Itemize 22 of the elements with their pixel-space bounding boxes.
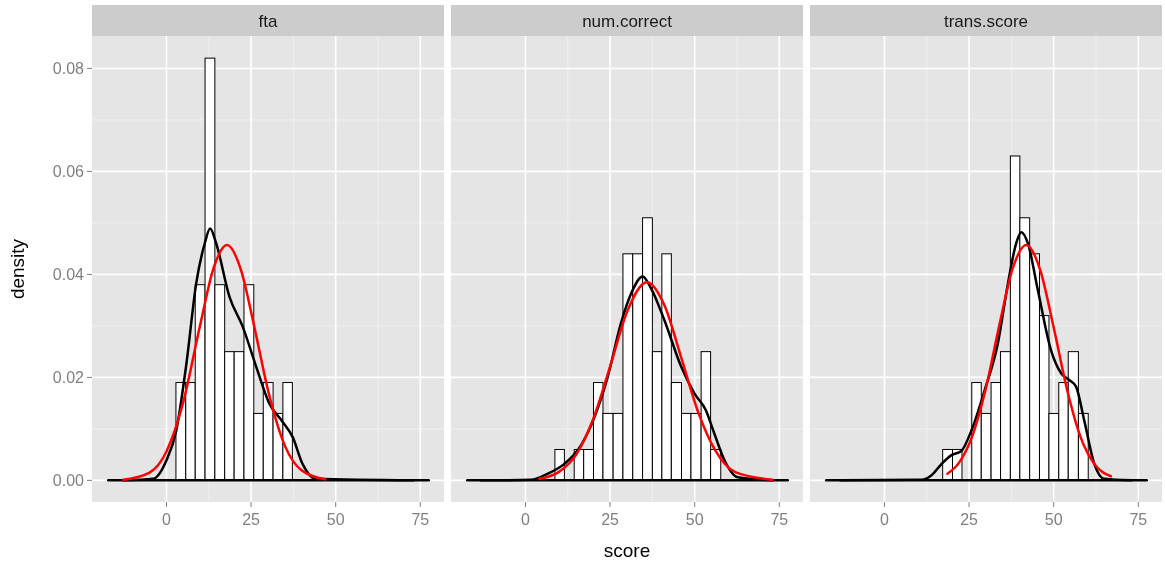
x-tick-label: 0 (880, 511, 890, 528)
y-tick-label: 0.08 (52, 59, 85, 77)
chart-title: trans.score (943, 11, 1029, 31)
x-axis-title: score (603, 540, 651, 561)
x-tick-label: 50 (326, 511, 345, 528)
x-tick-label: 25 (242, 511, 261, 528)
x-tick-label: 50 (1044, 511, 1063, 528)
x-tick-label: 0 (521, 511, 531, 528)
x-tick-label: 75 (770, 511, 789, 528)
y-tick-label: 0.06 (52, 162, 85, 180)
x-tick-label: 0 (162, 511, 172, 528)
y-tick-label: 0.04 (52, 265, 85, 283)
y-tick-label: 0.02 (52, 368, 85, 386)
chart-title: fta (258, 11, 278, 31)
x-tick-label: 25 (601, 511, 620, 528)
x-tick-label: 25 (960, 511, 979, 528)
x-tick-label: 75 (1129, 511, 1148, 528)
y-axis-title: density (7, 238, 28, 300)
y-tick-label: 0.00 (52, 471, 85, 489)
x-tick-label: 50 (685, 511, 704, 528)
chart-title: num.correct (582, 11, 673, 31)
x-tick-label: 75 (411, 511, 430, 528)
